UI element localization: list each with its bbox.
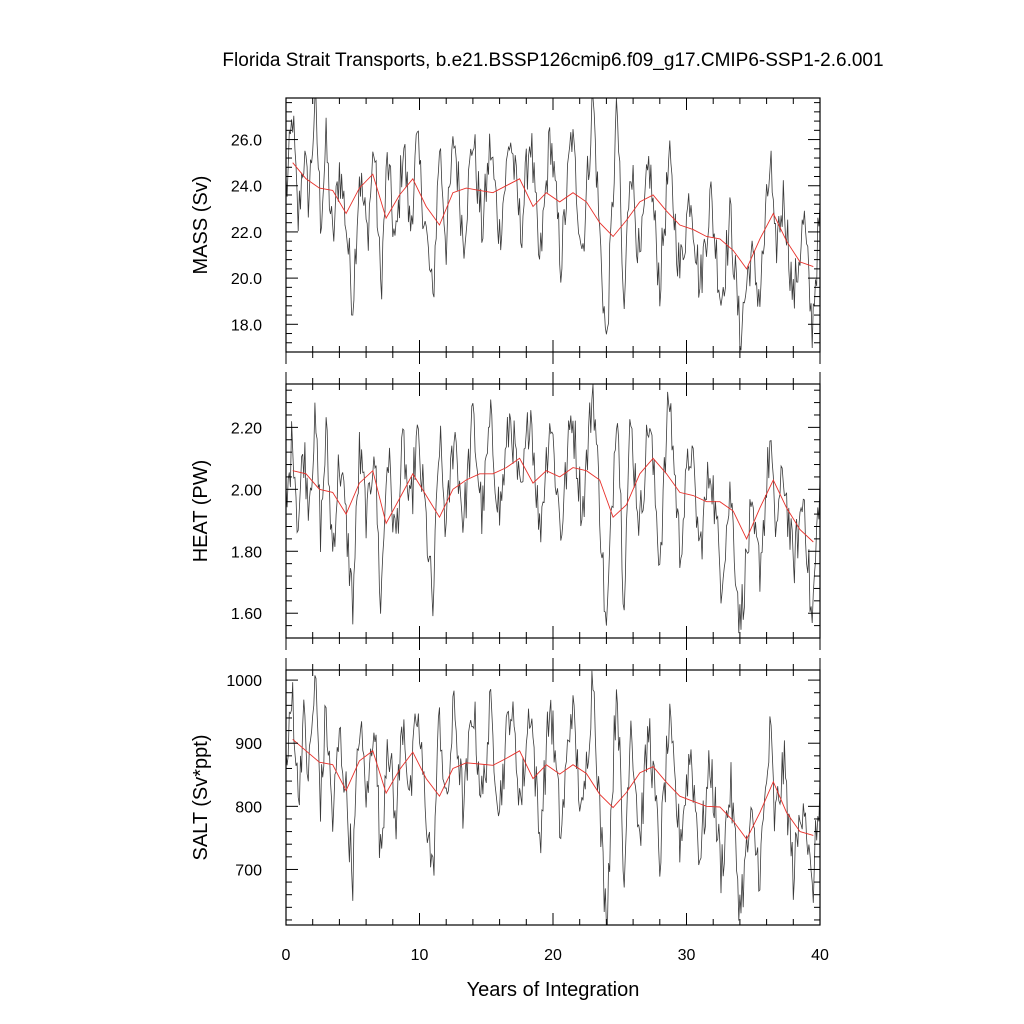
y-tick-label-mass: 20.0 [231,271,262,288]
x-tick-label: 0 [282,947,291,964]
y-tick-label-heat: 1.80 [231,544,262,561]
y-tick-label-mass: 18.0 [231,317,262,334]
x-tick-label: 40 [811,947,829,964]
plot-frame-salt [285,669,821,926]
series-monthly-heat [286,384,820,634]
y-tick-label-heat: 1.60 [231,606,262,623]
series-annual-heat [292,457,814,543]
x-tick-label: 30 [678,947,696,964]
series-monthly-mass [286,98,820,351]
chart-title: Florida Strait Transports, b.e21.BSSP126… [222,50,883,71]
y-tick-label-salt: 900 [235,736,262,753]
panels-group: 18.0 20.0 22.0 24.0 26.0 MASS (Sv) 1.60 1.80 2.0… [190,97,829,964]
y-axis-label-mass: MASS (Sv) [190,176,212,275]
y-tick-label-salt: 800 [235,799,262,816]
series-annual-salt [292,739,814,841]
series-monthly-salt [286,670,820,925]
y-tick-label-heat: 2.00 [231,482,262,499]
y-axis-label-heat: HEAT (PW) [190,460,212,563]
y-axis-label-salt: SALT (Sv*ppt) [190,735,212,861]
x-axis-label: Years of Integration [467,979,640,1001]
y-tick-label-mass: 26.0 [231,133,262,150]
y-tick-label-salt: 1000 [226,673,262,690]
y-tick-label-mass: 24.0 [231,179,262,196]
y-tick-label-mass: 22.0 [231,225,262,242]
panel-mass: 18.0 20.0 22.0 24.0 26.0 MASS (Sv) [190,97,821,364]
y-tick-label-salt: 700 [235,862,262,879]
panel-heat: 1.60 1.80 2.00 2.20 HEAT (PW) [190,372,821,650]
plot-frame-heat [285,383,821,639]
series-annual-mass [292,162,814,270]
panel-salt: 700 800 900 1000 SALT (Sv*ppt) [190,658,821,926]
plot-frame-mass [285,97,821,353]
y-tick-label-heat: 2.20 [231,420,262,437]
x-tick-label: 20 [544,947,562,964]
x-tick-label: 10 [411,947,429,964]
